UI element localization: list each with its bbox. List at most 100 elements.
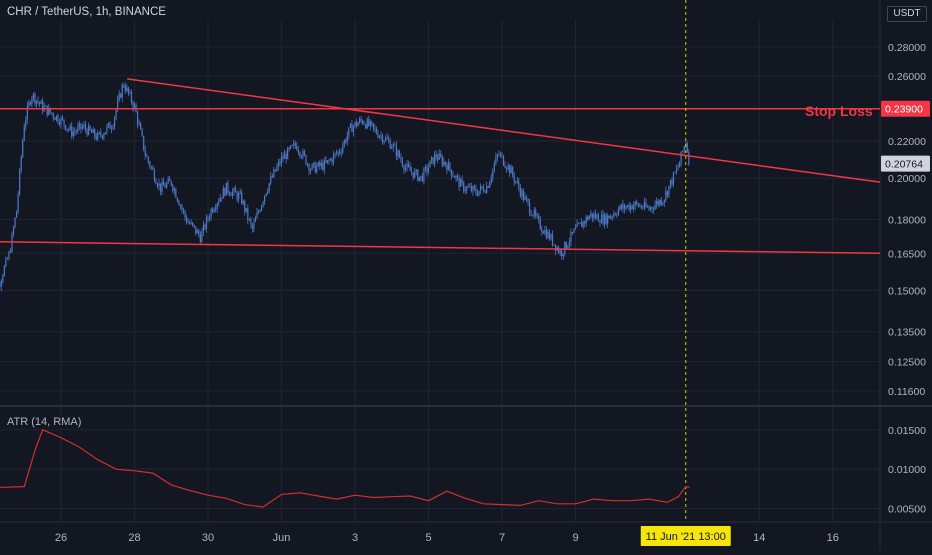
candle-body <box>449 163 450 170</box>
candle-body <box>667 191 668 195</box>
candle-body <box>249 219 250 220</box>
candle-body <box>532 215 533 216</box>
candle-body <box>247 208 248 219</box>
candle-body <box>544 230 545 234</box>
candle-body <box>298 150 299 152</box>
candle-body <box>114 117 115 126</box>
candle-body <box>351 124 352 132</box>
candle-body <box>28 102 29 106</box>
candle-body <box>53 114 54 118</box>
candle-body <box>460 180 461 187</box>
candle-body <box>477 193 478 195</box>
candle-body <box>1 281 2 286</box>
candle-body <box>186 217 187 222</box>
candle-body <box>220 198 221 202</box>
candle-body <box>650 207 651 209</box>
candle-body <box>658 201 659 205</box>
candle-body <box>166 183 167 187</box>
candle-body <box>436 154 437 157</box>
candle-body <box>122 85 123 97</box>
candle-body <box>253 222 254 229</box>
candle-body <box>19 170 20 194</box>
candle-body <box>432 157 433 164</box>
candle-body <box>207 217 208 218</box>
currency-selector[interactable]: USDT <box>887 6 927 22</box>
candle-body <box>638 204 639 207</box>
candle-body <box>416 170 417 171</box>
candle-body <box>8 252 9 259</box>
candle-body <box>596 215 597 218</box>
time-tick-label: 3 <box>352 532 358 544</box>
time-tick-label: 16 <box>827 532 839 544</box>
candle-body <box>592 213 593 218</box>
candle-body <box>272 176 273 177</box>
candle-body <box>599 222 600 223</box>
time-tick-label: 26 <box>55 532 67 544</box>
candle-body <box>270 176 271 183</box>
candle-body <box>68 129 69 130</box>
candle-body <box>359 119 360 123</box>
candle-body <box>428 167 429 171</box>
candle-body <box>171 181 172 185</box>
candle-body <box>217 204 218 209</box>
candle-body <box>11 234 12 252</box>
candle-body <box>688 152 689 165</box>
candle-body <box>59 122 60 124</box>
candle-body <box>553 245 554 246</box>
candle-body <box>380 135 381 136</box>
candle-body <box>677 167 678 168</box>
candle-body <box>233 188 234 191</box>
candle-body <box>655 205 656 210</box>
candle-body <box>307 164 308 165</box>
candle-body <box>21 157 22 170</box>
candle-body <box>656 201 657 205</box>
candle-body <box>304 151 305 155</box>
candle-body <box>168 179 169 183</box>
candle-body <box>157 184 158 187</box>
candle-body <box>601 214 602 223</box>
candle-body <box>478 191 479 196</box>
candle-body <box>630 205 631 209</box>
candle-body <box>370 121 371 125</box>
candle-body <box>155 180 156 183</box>
candle-body <box>292 145 293 146</box>
candle-body <box>328 160 329 161</box>
candle-body <box>175 189 176 198</box>
candle-body <box>373 123 374 127</box>
candle-body <box>347 136 348 142</box>
stop-loss-label: Stop Loss <box>805 103 873 119</box>
candle-body <box>503 156 504 166</box>
candle-body <box>569 242 570 246</box>
candle-body <box>494 164 495 169</box>
candle-body <box>209 218 210 219</box>
candle-body <box>361 119 362 120</box>
candle-body <box>489 182 490 188</box>
candle-body <box>445 162 446 165</box>
candle-body <box>212 209 213 212</box>
candle-body <box>313 163 314 164</box>
candle-body <box>353 126 354 132</box>
candle-body <box>269 183 270 191</box>
candle-body <box>350 124 351 128</box>
candle-body <box>132 102 133 108</box>
candle-body <box>483 188 484 192</box>
candle-body <box>218 202 219 204</box>
candle-body <box>517 181 518 182</box>
candle-body <box>244 201 245 211</box>
candle-body <box>364 123 365 124</box>
candle-body <box>36 101 37 104</box>
candle-body <box>140 124 141 130</box>
candle-body <box>512 167 513 175</box>
candle-body <box>105 132 106 134</box>
candle-body <box>641 206 642 208</box>
candle-body <box>400 157 401 160</box>
candle-body <box>226 183 227 196</box>
candle-body <box>670 180 671 186</box>
candle-body <box>37 101 38 103</box>
candle-body <box>429 161 430 168</box>
candle-body <box>570 232 571 242</box>
atr-indicator-title[interactable]: ATR (14, RMA) <box>7 416 81 428</box>
candle-body <box>255 218 256 222</box>
